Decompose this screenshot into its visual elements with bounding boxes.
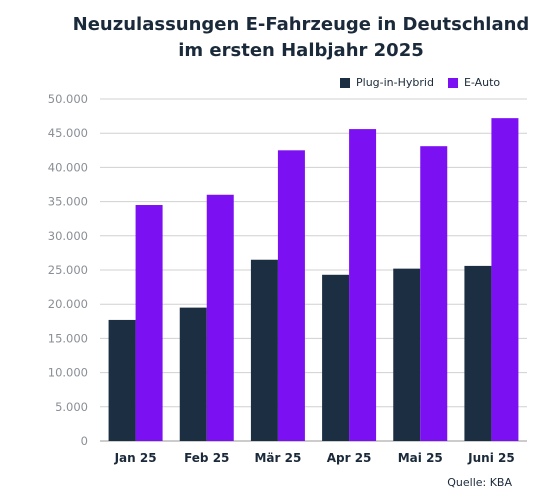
legend-item-phev: Plug-in-Hybrid <box>340 76 434 89</box>
bar-bev <box>349 129 377 441</box>
y-tick-label: 35.000 <box>48 195 88 209</box>
bar-bev <box>206 194 234 441</box>
y-tick-label: 20.000 <box>48 297 88 311</box>
bar-bev <box>135 205 163 441</box>
legend-label-bev: E-Auto <box>463 76 501 89</box>
chart-title-line-1: Neuzulassungen E-Fahrzeuge in Deutschlan… <box>72 14 530 35</box>
bar-phev <box>179 307 207 441</box>
bar-phev <box>250 259 278 441</box>
legend-swatch-bev <box>447 77 458 88</box>
legend-item-bev: E-Auto <box>447 76 501 89</box>
source-note: Quelle: KBA <box>447 476 512 489</box>
bar-phev <box>393 268 421 441</box>
y-tick-label: 0 <box>81 434 88 448</box>
bar-bev <box>491 118 519 441</box>
legend-label-phev: Plug-in-Hybrid <box>356 76 434 89</box>
bar-phev <box>464 265 492 441</box>
x-tick-label: Jan 25 <box>114 451 157 465</box>
bar-phev <box>322 274 350 441</box>
bar-phev <box>108 319 136 441</box>
chart-title: Neuzulassungen E-Fahrzeuge in Deutschlan… <box>0 12 542 64</box>
x-tick-label: Juni 25 <box>467 451 515 465</box>
y-tick-label: 15.000 <box>48 331 88 345</box>
bar-bev <box>277 150 305 442</box>
x-tick-label: Feb 25 <box>184 451 229 465</box>
x-tick-label: Mai 25 <box>398 451 443 465</box>
bar-bev <box>420 146 448 442</box>
y-tick-label: 5.000 <box>55 400 88 414</box>
y-tick-label: 30.000 <box>48 229 88 243</box>
y-tick-label: 45.000 <box>48 126 88 140</box>
y-tick-label: 10.000 <box>48 366 88 380</box>
x-tick-label: Apr 25 <box>327 451 372 465</box>
y-tick-label: 25.000 <box>48 263 88 277</box>
legend-swatch-phev <box>340 77 350 88</box>
chart-title-line-2: im ersten Halbjahr 2025 <box>178 40 424 61</box>
y-tick-label: 50.000 <box>48 92 88 106</box>
y-tick-label: 40.000 <box>48 160 88 174</box>
x-tick-label: Mär 25 <box>254 451 301 465</box>
legend: Plug-in-Hybrid E-Auto <box>340 76 514 89</box>
